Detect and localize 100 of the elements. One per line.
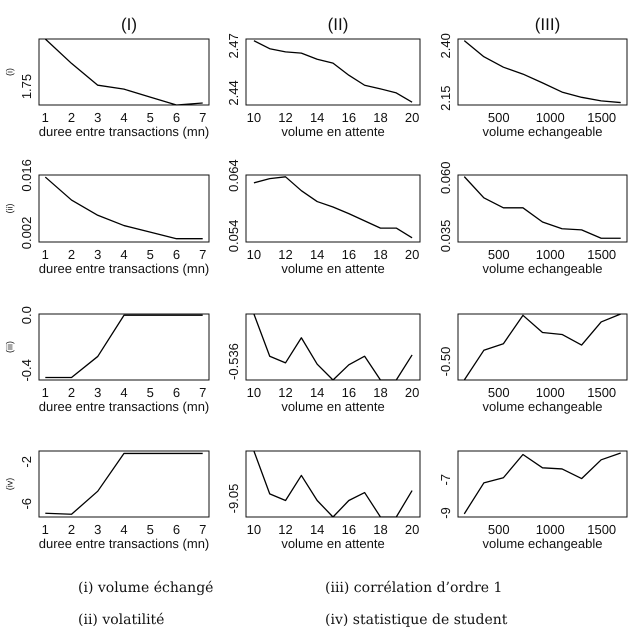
x-axis-title: volume echangeable bbox=[482, 399, 602, 414]
x-tick-label: 4 bbox=[120, 385, 128, 400]
line-series bbox=[464, 452, 622, 514]
x-tick-label: 14 bbox=[310, 110, 324, 125]
x-axis-title: volume en attente bbox=[281, 536, 385, 551]
x-tick-label: 2 bbox=[68, 522, 76, 537]
y-tick-label: 2.15 bbox=[438, 86, 453, 111]
x-tick-label: 4 bbox=[120, 247, 128, 262]
x-tick-label: 6 bbox=[172, 110, 180, 125]
x-tick-label: 20 bbox=[404, 247, 420, 262]
x-tick-label: 12 bbox=[278, 110, 293, 125]
x-tick-label: 5 bbox=[146, 110, 154, 125]
x-axis-title: volume en attente bbox=[281, 261, 385, 276]
y-tick-label: 0.060 bbox=[438, 162, 453, 194]
x-tick-label: 10 bbox=[246, 385, 262, 400]
text: -0.536 bbox=[226, 343, 241, 380]
text: (iv) statistique de student bbox=[325, 612, 508, 628]
x-tick-label: 1500 bbox=[587, 110, 616, 125]
x-tick-label: 7 bbox=[199, 385, 206, 400]
line-series bbox=[44, 452, 204, 515]
x-tick-label: 1 bbox=[42, 110, 49, 125]
y-tick-label: 2.44 bbox=[226, 80, 241, 106]
x-tick-label: 16 bbox=[342, 247, 356, 262]
text: (iii) corrélation d’ordre 1 bbox=[325, 580, 502, 596]
y-axis-title: (ii) bbox=[4, 204, 14, 214]
x-tick-label: 10 bbox=[246, 522, 262, 537]
text: (i) volume échangé bbox=[78, 580, 214, 596]
x-tick-label: 3 bbox=[94, 110, 102, 125]
x-tick-label: 1 bbox=[42, 522, 49, 537]
text: -9.05 bbox=[226, 484, 241, 514]
x-tick-label: 1500 bbox=[587, 522, 616, 537]
y-tick-label: -0.4 bbox=[19, 359, 34, 382]
x-tick-label: 14 bbox=[310, 385, 324, 400]
x-tick-label: 500 bbox=[488, 247, 510, 262]
x-tick-label: 1500 bbox=[587, 385, 616, 400]
x-tick-label: 7 bbox=[199, 110, 206, 125]
y-tick-label: -7 bbox=[438, 474, 453, 486]
text: 1.75 bbox=[19, 74, 34, 100]
x-axis-title: volume en attente bbox=[281, 124, 385, 139]
x-axis-title: duree entre transactions (mn) bbox=[38, 261, 210, 276]
x-tick-label: 6 bbox=[172, 522, 180, 537]
x-tick-label: 3 bbox=[94, 247, 102, 262]
y-axis-title: (iii) bbox=[4, 341, 14, 353]
x-tick-label: 12 bbox=[278, 247, 293, 262]
x-tick-label: 20 bbox=[404, 522, 420, 537]
x-tick-label: 12 bbox=[278, 385, 293, 400]
x-tick-label: 4 bbox=[120, 522, 128, 537]
text: -0.50 bbox=[438, 346, 453, 376]
y-tick-label: 2.47 bbox=[226, 33, 241, 59]
x-axis-title: volume echangeable bbox=[482, 124, 602, 139]
x-tick-label: 16 bbox=[342, 385, 356, 400]
x-axis-title: volume en attente bbox=[281, 399, 385, 414]
x-tick-label: 14 bbox=[310, 522, 324, 537]
y-tick-label: 0.002 bbox=[19, 216, 34, 250]
x-tick-label: 10 bbox=[246, 247, 262, 262]
x-tick-label: 2 bbox=[68, 247, 76, 262]
y-tick-label: 0.054 bbox=[226, 220, 241, 252]
text: (ii) volatilité bbox=[78, 612, 164, 628]
x-tick-label: 2 bbox=[68, 110, 76, 125]
x-tick-label: 5 bbox=[146, 385, 154, 400]
x-tick-label: 14 bbox=[310, 247, 324, 262]
x-tick-label: 5 bbox=[146, 247, 154, 262]
x-tick-label: 7 bbox=[199, 247, 206, 262]
x-axis-title: duree entre transactions (mn) bbox=[38, 124, 210, 139]
x-tick-label: 16 bbox=[342, 110, 356, 125]
y-tick-label: 0.016 bbox=[19, 159, 34, 192]
x-axis-title: duree entre transactions (mn) bbox=[38, 399, 210, 414]
y-tick-label: -6 bbox=[19, 498, 34, 510]
y-tick-label: -2 bbox=[19, 456, 34, 468]
x-tick-label: 6 bbox=[172, 247, 180, 262]
x-tick-label: 500 bbox=[488, 522, 510, 537]
x-tick-label: 1500 bbox=[587, 247, 616, 262]
y-axis-title: (iv) bbox=[4, 478, 14, 490]
x-tick-label: 10 bbox=[246, 110, 262, 125]
line-series bbox=[464, 176, 622, 239]
y-tick-label: 2.40 bbox=[438, 33, 453, 58]
x-tick-label: 18 bbox=[373, 522, 388, 537]
x-tick-label: 1000 bbox=[536, 110, 565, 125]
y-tick-label: 0.035 bbox=[438, 220, 453, 252]
x-tick-label: 1000 bbox=[536, 247, 565, 262]
x-tick-label: 2 bbox=[68, 385, 76, 400]
x-tick-label: 7 bbox=[199, 522, 206, 537]
x-axis-title: duree entre transactions (mn) bbox=[38, 536, 210, 551]
x-tick-label: 18 bbox=[373, 247, 388, 262]
x-tick-label: 4 bbox=[120, 110, 128, 125]
x-tick-label: 5 bbox=[146, 522, 154, 537]
chart-title: (II) bbox=[328, 15, 348, 34]
line-series bbox=[44, 176, 204, 240]
x-tick-label: 18 bbox=[373, 110, 388, 125]
line-series bbox=[253, 40, 413, 103]
y-tick-label: 0.064 bbox=[226, 159, 241, 192]
x-axis-title: volume echangeable bbox=[482, 536, 602, 551]
y-axis-title: (i) bbox=[4, 68, 14, 76]
x-tick-label: 16 bbox=[342, 522, 356, 537]
y-tick-label: -9 bbox=[438, 507, 453, 519]
x-tick-label: 500 bbox=[488, 385, 510, 400]
x-axis-title: volume echangeable bbox=[482, 261, 602, 276]
x-tick-label: 20 bbox=[404, 110, 420, 125]
x-tick-label: 1000 bbox=[536, 522, 565, 537]
chart-title: (I) bbox=[120, 15, 138, 34]
